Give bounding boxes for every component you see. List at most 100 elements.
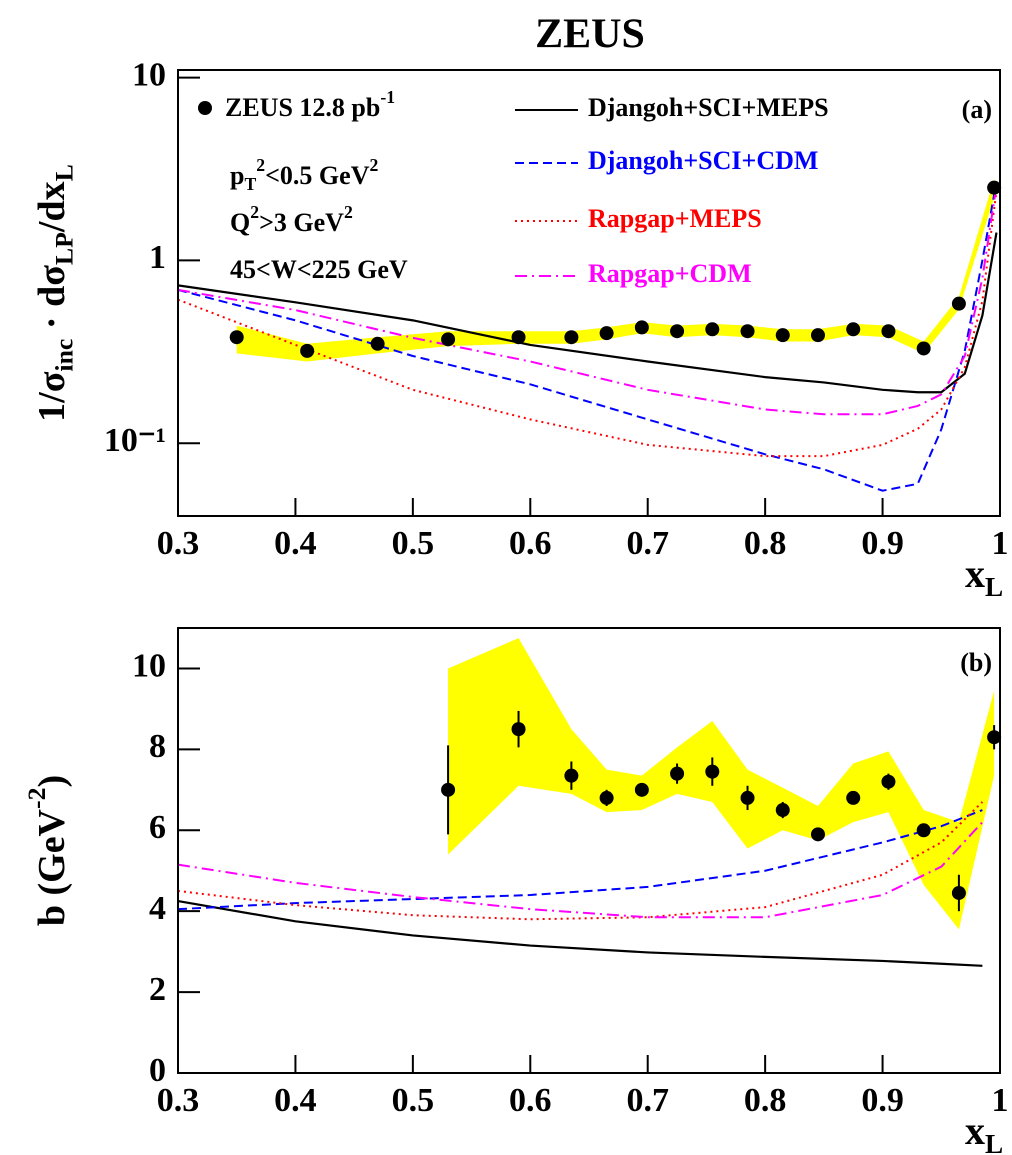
uncertainty-band — [448, 638, 995, 930]
data-point — [987, 180, 1002, 195]
x-tick-label: 0.8 — [744, 525, 787, 562]
x-tick-label: 0.3 — [157, 1082, 200, 1119]
data-point — [916, 823, 931, 838]
annotation-part: p — [230, 161, 244, 190]
data-point — [775, 803, 790, 818]
annotation-part: 45<W<225 GeV — [230, 255, 408, 284]
chart-title: ZEUS — [535, 12, 645, 58]
y-axis-label-part: ) — [31, 775, 73, 788]
y-axis-label-part: L — [49, 164, 78, 181]
data-point — [670, 766, 685, 781]
y-axis-label-part: -2 — [22, 787, 51, 809]
data-point — [300, 343, 315, 358]
legend-label-part: ZEUS 12.8 pb — [225, 93, 380, 122]
data-point — [441, 332, 456, 347]
y-axis-label-part: 1/σ — [31, 371, 73, 422]
model-curve — [177, 899, 983, 967]
x-tick-label: 0.9 — [861, 1082, 904, 1119]
model-curve — [177, 801, 984, 921]
model-curve — [177, 181, 998, 492]
data-point — [441, 782, 456, 797]
data-point — [881, 774, 896, 789]
x-tick-label: 1 — [992, 525, 1009, 562]
x-axis-label-part: x — [965, 551, 985, 596]
data-point — [229, 330, 244, 345]
plot-frame — [177, 69, 1001, 517]
data-point — [810, 328, 825, 343]
y-axis-label-part: inc — [49, 339, 78, 372]
data-point — [881, 324, 896, 339]
data-point — [846, 790, 861, 805]
data-point — [511, 722, 526, 737]
x-tick-label: 0.4 — [274, 1082, 317, 1119]
legend-label: ZEUS 12.8 pb-1 — [225, 87, 395, 122]
data-point — [670, 324, 685, 339]
x-tick-label: 0.7 — [626, 1082, 669, 1119]
annotation-part: Q — [230, 208, 250, 237]
x-axis-label: xL — [965, 1108, 1003, 1155]
plot-frame — [177, 627, 1001, 1074]
x-tick-label: 0.7 — [626, 525, 669, 562]
x-tick-label: 0.4 — [274, 525, 317, 562]
annotation-part: >3 GeV — [259, 208, 344, 237]
data-point — [634, 782, 649, 797]
y-axis-label: b (GeV-2) — [22, 775, 73, 926]
y-tick-label: 10 — [132, 56, 166, 93]
data-point — [740, 324, 755, 339]
data-point — [810, 827, 825, 842]
annotation-part: T — [244, 174, 256, 194]
x-axis-label-part: L — [985, 572, 1003, 602]
x-axis-label-part: x — [965, 1108, 985, 1153]
model-curve — [177, 185, 998, 416]
annotation-part: <0.5 GeV — [265, 161, 370, 190]
data-point — [564, 330, 579, 345]
model-curve — [177, 809, 983, 911]
data-point — [634, 320, 649, 335]
uncertainty-band — [236, 178, 995, 362]
annotation-part: 2 — [250, 202, 259, 222]
data-point — [705, 322, 720, 337]
data-point — [916, 341, 931, 356]
legend-marker — [198, 101, 212, 115]
model-curve — [177, 190, 998, 458]
data-point — [846, 322, 861, 337]
x-tick-label: 1 — [992, 1082, 1009, 1119]
data-point — [599, 790, 614, 805]
legend-label-part: -1 — [380, 87, 395, 107]
y-axis-label-part: LP — [49, 232, 78, 265]
data-point — [564, 768, 579, 783]
x-tick-label: 0.6 — [509, 525, 552, 562]
y-tick-label: 2 — [149, 971, 166, 1008]
x-tick-label: 0.9 — [861, 525, 904, 562]
y-axis-label: 1/σinc · dσLP/dxL — [31, 164, 79, 422]
y-tick-label: 10⁻¹ — [104, 422, 166, 459]
annotation: 45<W<225 GeV — [230, 255, 408, 284]
y-tick-label: 8 — [149, 728, 166, 765]
model-curve — [177, 232, 998, 394]
y-tick-label: 6 — [149, 809, 166, 846]
x-axis-label: xL — [965, 551, 1003, 602]
y-tick-label: 4 — [149, 890, 166, 927]
data-point — [951, 296, 966, 311]
annotation-part: 2 — [256, 155, 265, 175]
x-tick-label: 0.3 — [157, 525, 200, 562]
annotation-part: 2 — [369, 155, 378, 175]
legend-label: Rapgap+MEPS — [588, 204, 762, 233]
x-tick-label: 0.5 — [392, 1082, 435, 1119]
y-axis-label-part: · dσ — [31, 265, 73, 339]
y-tick-label: 0 — [149, 1052, 166, 1089]
y-axis-label-part: b (GeV — [31, 808, 73, 926]
legend-label: Djangoh+SCI+MEPS — [588, 93, 829, 122]
y-axis-label-part: /dx — [31, 181, 73, 233]
panel-label: (b) — [960, 648, 992, 677]
legend-label: Djangoh+SCI+CDM — [588, 146, 818, 175]
model-curve — [177, 821, 984, 919]
x-tick-label: 0.8 — [744, 1082, 787, 1119]
data-point — [599, 326, 614, 341]
annotation-part: 2 — [344, 202, 353, 222]
data-point — [511, 330, 526, 345]
data-point — [370, 336, 385, 351]
annotation: Q2>3 GeV2 — [230, 202, 353, 237]
x-axis-label-part: L — [985, 1129, 1003, 1155]
